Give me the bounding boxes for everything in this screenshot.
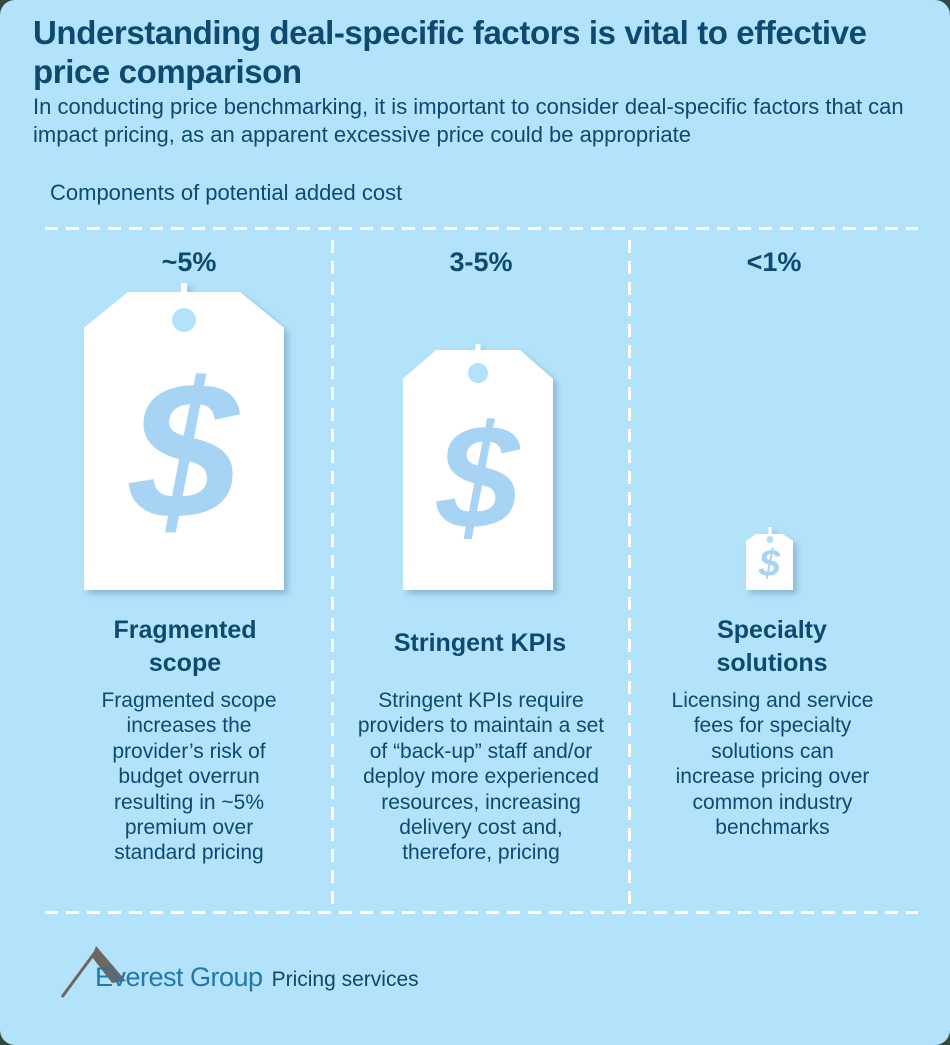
column3-description: Licensing and service fees for specialty…	[671, 689, 874, 840]
price-tag-body: $	[746, 534, 793, 590]
price-tag-icon-large: $	[84, 283, 284, 590]
top-dashed-divider	[45, 227, 918, 230]
column-divider-2	[628, 240, 631, 908]
dollar-icon: $	[436, 394, 520, 560]
price-tag-body: $	[84, 292, 284, 590]
footer-logo: Everest Group Pricing services	[95, 962, 419, 993]
price-tag-hole	[468, 363, 488, 383]
column-divider-1	[331, 240, 334, 908]
price-tag-string	[768, 527, 771, 540]
dollar-icon: $	[129, 342, 239, 560]
price-tag-icon-small: $	[746, 527, 793, 590]
page-title: Understanding deal-specific factors is v…	[33, 14, 867, 90]
dollar-icon: $	[758, 542, 781, 585]
column2-description: Stringent KPIs require providers to main…	[357, 689, 605, 865]
column3-percent: <1%	[746, 247, 802, 277]
pricing-services-tagline: Pricing services	[271, 968, 419, 991]
price-tag-icon-medium: $	[403, 344, 553, 590]
everest-group-logo-text: Everest Group	[95, 962, 263, 992]
mountain-icon	[60, 946, 126, 998]
column1-percent: ~5%	[161, 247, 217, 277]
price-tag-hole	[766, 536, 773, 543]
price-tag-string	[181, 283, 187, 325]
column2-title: Stringent KPIs	[393, 629, 567, 657]
price-tag-body: $	[403, 350, 553, 590]
price-tag-string	[475, 344, 481, 378]
column2-percent: 3-5%	[449, 247, 513, 277]
page-subtitle: In conducting price benchmarking, it is …	[33, 94, 904, 148]
column1-description: Fragmented scope increases the provider’…	[101, 689, 277, 865]
section-label: Components of potential added cost	[50, 180, 403, 205]
price-tag-hole	[172, 308, 196, 332]
column3-title: Specialty solutions	[716, 616, 828, 677]
column1-title: Fragmented scope	[113, 616, 257, 677]
bottom-dashed-divider	[45, 911, 918, 914]
